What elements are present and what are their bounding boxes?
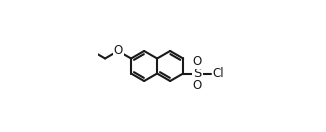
Text: O: O	[193, 55, 202, 68]
Text: O: O	[193, 79, 202, 92]
Text: Cl: Cl	[213, 67, 224, 80]
Text: S: S	[193, 67, 201, 80]
Text: O: O	[113, 44, 123, 57]
